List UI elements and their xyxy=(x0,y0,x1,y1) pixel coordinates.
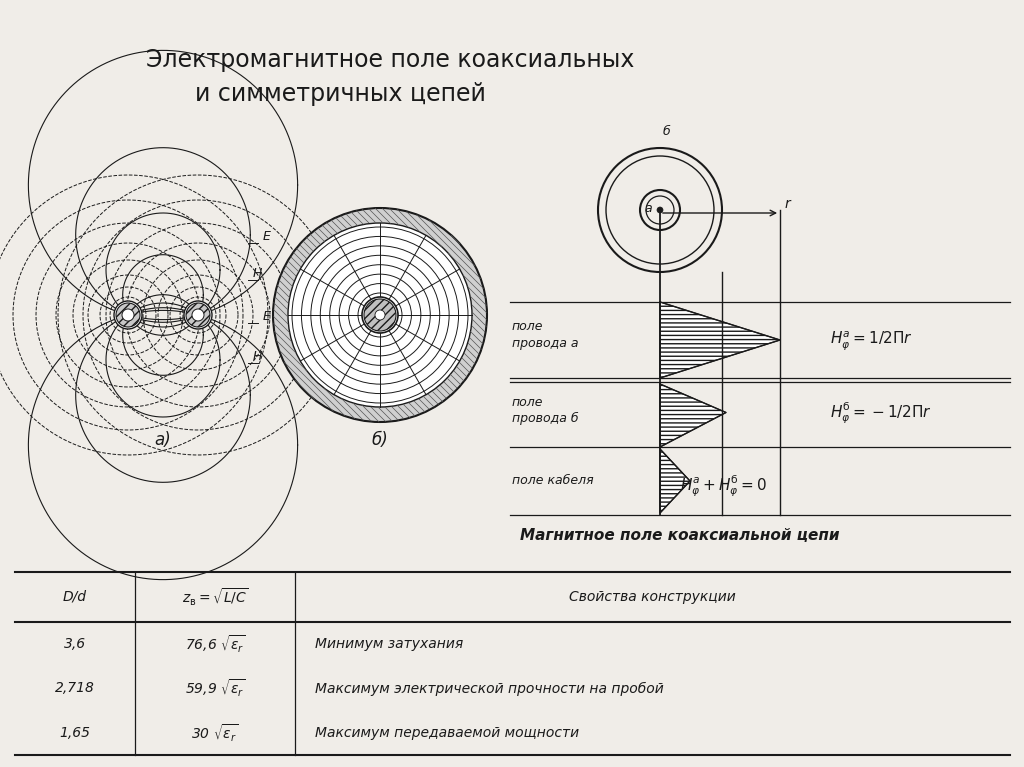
Text: r: r xyxy=(785,197,791,211)
Circle shape xyxy=(362,297,398,333)
Text: б): б) xyxy=(372,431,388,449)
Text: Минимум затухания: Минимум затухания xyxy=(315,637,463,651)
Circle shape xyxy=(193,309,204,321)
Polygon shape xyxy=(660,384,726,447)
Polygon shape xyxy=(660,302,780,378)
Text: 30 $\sqrt{\varepsilon_r}$: 30 $\sqrt{\varepsilon_r}$ xyxy=(191,722,239,744)
Text: $H_\varphi^a = 1/2\Pi r$: $H_\varphi^a = 1/2\Pi r$ xyxy=(830,328,913,351)
Circle shape xyxy=(122,309,134,321)
Text: Максимум передаваемой мощности: Максимум передаваемой мощности xyxy=(315,726,580,740)
Text: б: б xyxy=(663,125,671,138)
Text: $z_\text{в}=\sqrt{L/C}$: $z_\text{в}=\sqrt{L/C}$ xyxy=(181,587,249,607)
Text: а): а) xyxy=(155,431,171,449)
Text: 59,9 $\sqrt{\varepsilon_r}$: 59,9 $\sqrt{\varepsilon_r}$ xyxy=(184,678,246,700)
Circle shape xyxy=(116,303,140,327)
Text: Электромагнитное поле коаксиальных: Электромагнитное поле коаксиальных xyxy=(145,48,634,72)
Text: поле
провода б: поле провода б xyxy=(512,396,579,425)
Text: а: а xyxy=(644,202,651,215)
Text: $H_\varphi^\text{б} = -1/2\Pi r$: $H_\varphi^\text{б} = -1/2\Pi r$ xyxy=(830,400,932,426)
Text: поле кабеля: поле кабеля xyxy=(512,475,594,488)
Text: H: H xyxy=(253,267,262,280)
Text: 76,6 $\sqrt{\varepsilon_r}$: 76,6 $\sqrt{\varepsilon_r}$ xyxy=(184,634,246,655)
Circle shape xyxy=(288,223,472,407)
Text: $H_\varphi^a + H_\varphi^\text{б} = 0$: $H_\varphi^a + H_\varphi^\text{б} = 0$ xyxy=(680,472,767,499)
Polygon shape xyxy=(660,449,690,513)
Text: поле
провода а: поле провода а xyxy=(512,321,579,350)
Circle shape xyxy=(375,310,385,320)
Text: 1,65: 1,65 xyxy=(59,726,90,740)
Circle shape xyxy=(186,303,210,327)
Circle shape xyxy=(364,299,396,331)
Text: Максимум электрической прочности на пробой: Максимум электрической прочности на проб… xyxy=(315,681,664,696)
Text: 3,6: 3,6 xyxy=(63,637,86,651)
Text: D/d: D/d xyxy=(63,590,87,604)
Circle shape xyxy=(184,301,212,329)
Text: Свойства конструкции: Свойства конструкции xyxy=(569,590,736,604)
Text: H: H xyxy=(253,350,262,363)
Circle shape xyxy=(273,208,487,422)
Circle shape xyxy=(657,207,663,213)
Text: E: E xyxy=(263,230,271,243)
Text: 2,718: 2,718 xyxy=(55,682,95,696)
Text: E: E xyxy=(263,310,271,323)
Circle shape xyxy=(114,301,142,329)
Text: Магнитное поле коаксиальной цепи: Магнитное поле коаксиальной цепи xyxy=(520,528,840,543)
Text: и симметричных цепей: и симметричных цепей xyxy=(195,82,485,106)
